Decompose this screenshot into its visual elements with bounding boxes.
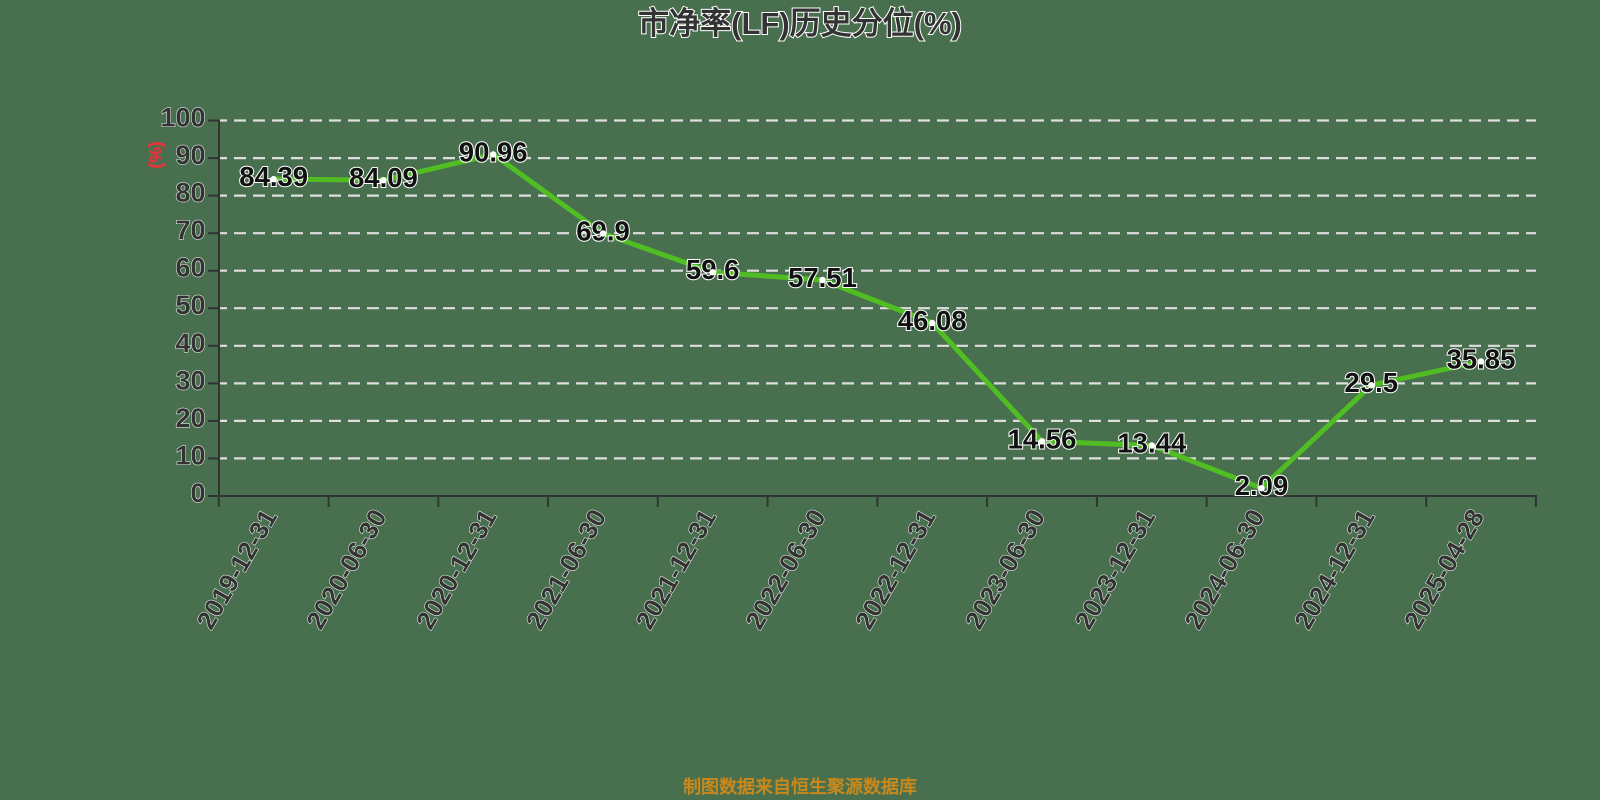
svg-text:2023-06-30: 2023-06-30 (959, 504, 1051, 634)
svg-text:60: 60 (175, 253, 205, 283)
svg-text:100: 100 (160, 103, 205, 133)
svg-text:2020-06-30: 2020-06-30 (300, 504, 392, 634)
svg-text:2024-06-30: 2024-06-30 (1178, 504, 1270, 634)
svg-text:80: 80 (175, 178, 205, 208)
svg-text:2.09: 2.09 (1235, 470, 1289, 501)
svg-text:90: 90 (175, 140, 205, 170)
svg-text:69.9: 69.9 (576, 216, 630, 247)
svg-text:46.08: 46.08 (898, 305, 967, 336)
svg-text:2021-06-30: 2021-06-30 (520, 504, 612, 634)
svg-text:2023-12-31: 2023-12-31 (1069, 504, 1161, 634)
svg-text:2021-12-31: 2021-12-31 (629, 504, 721, 634)
svg-text:2025-04-28: 2025-04-28 (1398, 504, 1490, 634)
svg-text:制图数据来自恒生聚源数据库: 制图数据来自恒生聚源数据库 (683, 776, 917, 797)
svg-text:10: 10 (175, 440, 205, 470)
svg-text:市净率(LF)历史分位(%): 市净率(LF)历史分位(%) (638, 6, 962, 41)
svg-text:2022-12-31: 2022-12-31 (849, 504, 941, 634)
svg-text:50: 50 (175, 290, 205, 320)
svg-text:2020-12-31: 2020-12-31 (410, 504, 502, 634)
svg-text:0: 0 (190, 478, 205, 508)
svg-text:70: 70 (175, 215, 205, 245)
svg-text:40: 40 (175, 328, 205, 358)
svg-text:30: 30 (175, 365, 205, 395)
svg-text:20: 20 (175, 403, 205, 433)
svg-text:2022-06-30: 2022-06-30 (739, 504, 831, 634)
svg-text:2019-12-31: 2019-12-31 (190, 504, 282, 634)
svg-text:2024-12-31: 2024-12-31 (1288, 504, 1380, 634)
svg-text:(%): (%) (146, 141, 166, 168)
